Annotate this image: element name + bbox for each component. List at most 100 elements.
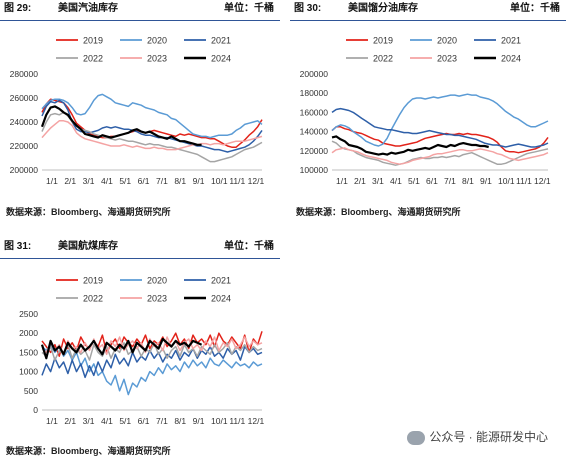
x-tick-label: 8/1 bbox=[174, 416, 186, 426]
x-tick-label: 1/1 bbox=[336, 176, 348, 186]
legend-label: 2021 bbox=[211, 276, 231, 286]
x-tick-label: 3/1 bbox=[83, 416, 95, 426]
chart-title: 美国馏分油库存 bbox=[348, 3, 418, 14]
x-tick-label: 10/1 bbox=[211, 176, 228, 186]
legend-label: 2022 bbox=[373, 54, 393, 64]
x-tick-label: 3/1 bbox=[83, 176, 95, 186]
y-tick-label: 200000 bbox=[300, 69, 329, 79]
x-tick-label: 4/1 bbox=[101, 416, 113, 426]
series-line-2023 bbox=[331, 147, 549, 165]
unit-label: 单位：千桶 bbox=[224, 3, 274, 14]
legend-label: 2021 bbox=[501, 36, 521, 46]
y-tick-label: 260000 bbox=[10, 93, 39, 103]
source-note: 数据来源：Bloomberg、海通期货研究所 bbox=[6, 446, 171, 456]
series-line-2022 bbox=[331, 140, 549, 166]
x-tick-label: 8/1 bbox=[462, 176, 474, 186]
x-tick-label: 7/1 bbox=[156, 176, 168, 186]
x-tick-label: 9/1 bbox=[480, 176, 492, 186]
chart-title: 美国航煤库存 bbox=[58, 241, 118, 252]
wechat-icon bbox=[407, 430, 426, 445]
watermark-text: 公众号 · 能源研发中心 bbox=[429, 430, 548, 444]
legend-label: 2023 bbox=[147, 294, 167, 304]
panel-header: 图 30: 美国馏分油库存 单位：千桶 bbox=[290, 0, 566, 21]
source-note: 数据来源：Bloomberg、海通期货研究所 bbox=[6, 207, 171, 217]
x-tick-label: 6/1 bbox=[138, 416, 150, 426]
y-tick-label: 220000 bbox=[10, 141, 39, 151]
y-tick-label: 140000 bbox=[300, 127, 329, 137]
x-tick-label: 2/1 bbox=[64, 176, 76, 186]
x-tick-label: 3/1 bbox=[372, 176, 384, 186]
x-tick-label: 2/1 bbox=[64, 416, 76, 426]
series-line-2021 bbox=[41, 99, 263, 153]
x-tick-label: 10/1 bbox=[498, 176, 515, 186]
x-tick-label: 5/1 bbox=[408, 176, 420, 186]
figure-number: 图 29: bbox=[4, 3, 32, 14]
series-line-2020 bbox=[41, 93, 263, 139]
x-tick-label: 9/1 bbox=[193, 416, 205, 426]
series-line-2024 bbox=[40, 337, 203, 360]
x-tick-label: 12/1 bbox=[248, 416, 265, 426]
x-tick-label: 12/1 bbox=[534, 176, 551, 186]
y-tick-label: 240000 bbox=[10, 117, 39, 127]
x-tick-label: 11/1 bbox=[229, 176, 245, 186]
y-tick-label: 500 bbox=[24, 386, 38, 396]
y-tick-label: 120000 bbox=[300, 146, 329, 156]
x-tick-label: 5/1 bbox=[119, 416, 131, 426]
source-note: 数据来源：Bloomberg、海通期货研究所 bbox=[296, 207, 461, 217]
x-tick-label: 6/1 bbox=[138, 176, 150, 186]
chart-panel-jet-fuel: 图 31: 美国航煤库存 单位：千桶 2019 2020 2021 2022 2023 2… bbox=[0, 238, 280, 460]
unit-label: 单位：千桶 bbox=[224, 241, 274, 252]
series-line-2021 bbox=[41, 345, 263, 379]
x-tick-label: 4/1 bbox=[390, 176, 402, 186]
x-tick-label: 1/1 bbox=[46, 416, 58, 426]
legend-label: 2019 bbox=[83, 276, 103, 286]
chart-title: 美国汽油库存 bbox=[58, 3, 118, 14]
watermark: 公众号 · 能源研发中心 bbox=[407, 428, 548, 445]
series-line-2020 bbox=[331, 93, 549, 147]
y-tick-label: 280000 bbox=[10, 69, 39, 79]
y-tick-label: 1500 bbox=[19, 347, 38, 357]
line-chart: 2019 2020 2021 2022 2023 2024 100000 120000 1400… bbox=[300, 36, 551, 187]
x-tick-label: 11/1 bbox=[229, 416, 245, 426]
legend-label: 2020 bbox=[147, 36, 167, 46]
legend-label: 2019 bbox=[83, 36, 103, 46]
legend-label: 2024 bbox=[211, 54, 231, 64]
x-tick-label: 10/1 bbox=[211, 416, 228, 426]
chart-panel-gasoline: 图 29: 美国汽油库存 单位：千桶 2019 2020 2021 2022 2023 2… bbox=[0, 0, 280, 217]
legend-label: 2019 bbox=[373, 36, 393, 46]
legend-label: 2022 bbox=[83, 54, 103, 64]
x-tick-label: 6/1 bbox=[426, 176, 438, 186]
y-tick-label: 180000 bbox=[300, 88, 329, 98]
series-line-2020 bbox=[41, 343, 263, 396]
legend-label: 2020 bbox=[437, 36, 457, 46]
line-chart: 2019 2020 2021 2022 2023 2024 200000 220000 2400… bbox=[10, 36, 265, 187]
y-tick-label: 200000 bbox=[10, 165, 39, 175]
series-line-2021 bbox=[331, 107, 549, 148]
x-tick-label: 12/1 bbox=[248, 176, 265, 186]
legend-label: 2024 bbox=[501, 54, 521, 64]
y-tick-label: 2000 bbox=[19, 328, 38, 338]
legend-label: 2023 bbox=[437, 54, 457, 64]
y-tick-label: 2500 bbox=[19, 309, 38, 319]
unit-label: 单位：千桶 bbox=[510, 3, 560, 14]
x-tick-label: 5/1 bbox=[119, 176, 131, 186]
legend-label: 2024 bbox=[211, 294, 231, 304]
legend-label: 2022 bbox=[83, 294, 103, 304]
x-tick-label: 1/1 bbox=[46, 176, 58, 186]
series-line-2024 bbox=[40, 105, 202, 146]
chart-panel-distillate: 图 30: 美国馏分油库存 单位：千桶 2019 2020 2021 2022 2023… bbox=[290, 0, 566, 217]
x-tick-label: 7/1 bbox=[156, 416, 168, 426]
line-chart: 2019 2020 2021 2022 2023 2024 0 500 1000 1500 2000… bbox=[19, 276, 265, 427]
legend-label: 2021 bbox=[211, 36, 231, 46]
y-tick-label: 0 bbox=[33, 405, 38, 415]
x-tick-label: 4/1 bbox=[101, 176, 113, 186]
y-tick-label: 100000 bbox=[300, 165, 329, 175]
y-tick-label: 1000 bbox=[19, 367, 38, 377]
panel-header: 图 29: 美国汽油库存 单位：千桶 bbox=[0, 0, 280, 21]
series-line-2019 bbox=[331, 126, 549, 154]
y-tick-label: 160000 bbox=[300, 107, 329, 117]
x-tick-label: 7/1 bbox=[444, 176, 456, 186]
series-line-2024 bbox=[331, 135, 489, 156]
figure-number: 图 30: bbox=[294, 3, 322, 14]
x-tick-label: 8/1 bbox=[174, 176, 186, 186]
